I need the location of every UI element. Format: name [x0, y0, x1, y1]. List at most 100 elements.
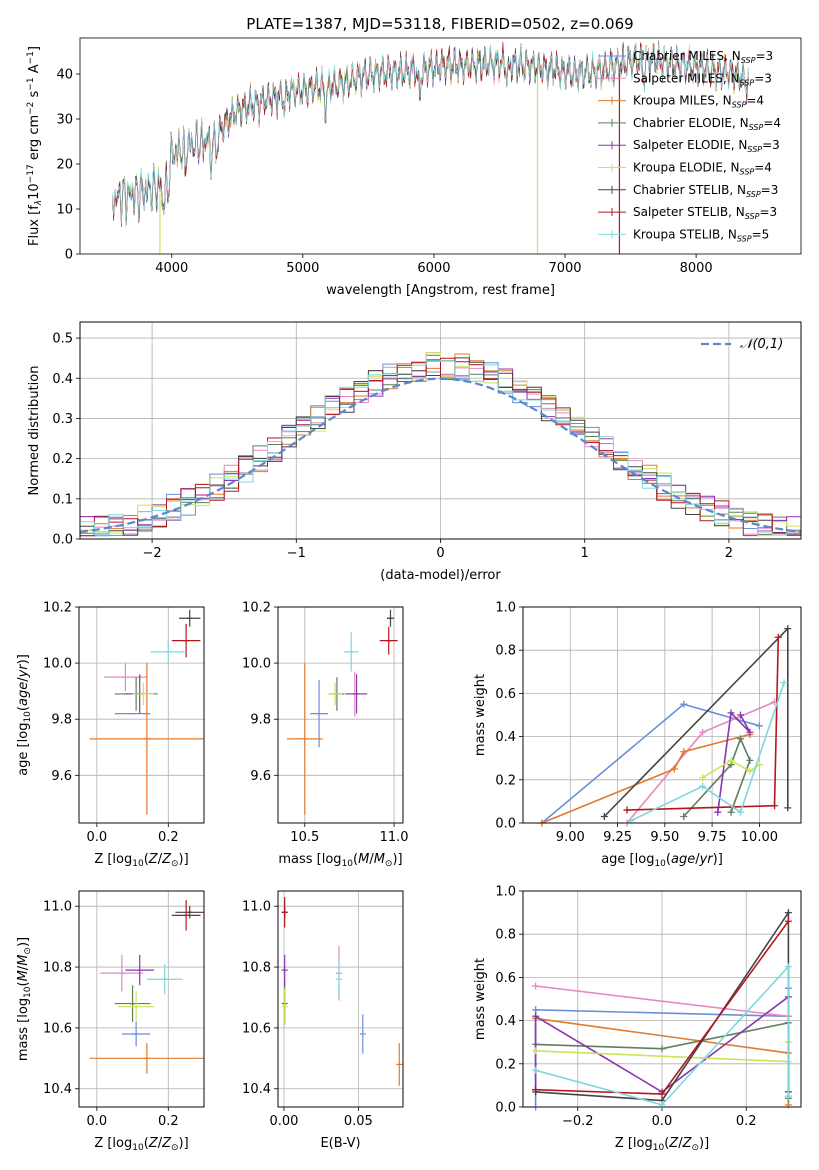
series-marker — [755, 722, 763, 730]
y-tick-label: 20 — [56, 158, 73, 173]
residuals-panel: −2 −1 0 1 2 0.0 0.1 0.2 0.3 0.4 0.5 𝒩(0,1) (data-mod… — [27, 321, 802, 583]
y-axis-label: mass [log10(M/M⊙)] — [16, 937, 33, 1061]
points-group — [286, 609, 398, 815]
y-tick-label: 0.1 — [52, 492, 73, 507]
y-tick-label: 9.8 — [250, 713, 271, 728]
axes-frame — [277, 606, 404, 824]
y-tick-label: 11.0 — [43, 900, 72, 915]
x-tick-label: 4000 — [155, 261, 188, 276]
normal-curve — [79, 377, 802, 534]
y-tick-label: 0.8 — [495, 644, 516, 659]
x-tick-label: 9.25 — [603, 830, 632, 845]
x-tick-label: −1 — [287, 546, 306, 561]
x-tick-label: 0.2 — [158, 830, 179, 845]
x-axis-label: age [log10(age/yr)] — [601, 852, 723, 869]
axes-frame — [277, 606, 404, 824]
x-axis-label: E(B-V) — [320, 1136, 360, 1151]
y-tick-label: 10.6 — [242, 1021, 271, 1036]
y-tick-label: 10.0 — [43, 657, 72, 672]
axes-frame — [78, 890, 205, 1108]
x-tick-label: −2 — [143, 546, 162, 561]
y-tick-label: 0.8 — [495, 928, 516, 943]
series-marker — [727, 756, 735, 764]
y-tick-label: 0.2 — [495, 1057, 516, 1072]
series-marker — [670, 765, 678, 773]
y-axis-label: mass weight — [473, 958, 488, 1040]
series-line — [683, 736, 751, 818]
y-tick-label: 10.2 — [242, 601, 271, 616]
massweight-vs-age-panel: 9.00 9.25 9.50 9.75 10.00 0.0 0.2 0.4 0.6 0.8 1.0 a… — [473, 601, 802, 869]
points-group — [281, 897, 403, 1086]
series-marker — [600, 813, 608, 821]
x-tick-label: 0.00 — [269, 1114, 298, 1129]
y-tick-label: 0.3 — [52, 412, 73, 427]
series-marker — [680, 700, 688, 708]
series-marker — [532, 1047, 540, 1055]
series-marker — [532, 1012, 540, 1020]
x-tick-label: 2 — [725, 546, 733, 561]
axes-frame — [79, 321, 802, 540]
y-axis-label: Normed distribution — [27, 366, 42, 496]
y-tick-label: 1.0 — [495, 601, 516, 616]
axes-frame — [277, 890, 404, 1108]
y-axis-label: mass weight — [473, 674, 488, 756]
series-marker — [784, 804, 792, 812]
x-axis-label: Z [log10(Z/Z⊙)] — [94, 852, 188, 869]
y-tick-label: 10.6 — [43, 1021, 72, 1036]
massweight-vs-metallicity-panel: −0.2 0.0 0.2 0.0 0.2 0.4 0.6 0.8 1.0 Z [log10(Z/Z… — [473, 885, 802, 1153]
x-tick-label: 7000 — [548, 261, 581, 276]
y-tick-label: 10.8 — [43, 961, 72, 976]
legend-entry: Salpeter ELODIE, NSSP=3 — [633, 138, 780, 154]
figure-title: PLATE=1387, MJD=53118, FIBERID=0502, z=0… — [246, 15, 633, 33]
series-marker — [727, 709, 735, 717]
series-marker — [780, 679, 788, 687]
points-group — [89, 609, 204, 815]
axes-frame — [277, 890, 404, 1108]
y-tick-label: 0.5 — [52, 332, 73, 347]
x-tick-label: 6000 — [417, 261, 450, 276]
y-tick-label: 10.4 — [242, 1082, 271, 1097]
axes-frame — [79, 37, 802, 255]
series-marker — [680, 813, 688, 821]
x-tick-label: −0.2 — [562, 1114, 594, 1129]
series-marker — [746, 767, 754, 775]
series-marker — [727, 808, 735, 816]
x-tick-label: 0.2 — [158, 1114, 179, 1129]
y-tick-label: 9.6 — [51, 769, 72, 784]
series-marker — [746, 728, 754, 736]
y-tick-label: 0.6 — [495, 971, 516, 986]
mass-vs-ebv-panel: 0.00 0.05 10.4 10.6 10.8 11.0 E(B-V) — [242, 890, 404, 1151]
x-tick-label: 9.50 — [650, 830, 679, 845]
series-marker — [746, 756, 754, 764]
legend-entry: Kroupa ELODIE, NSSP=4 — [633, 161, 772, 177]
x-tick-label: 0.0 — [87, 1114, 108, 1129]
series-line — [535, 964, 790, 1106]
series-marker — [736, 735, 744, 743]
series-marker — [532, 1086, 540, 1094]
series-line — [630, 682, 785, 822]
series-marker — [532, 982, 540, 990]
y-tick-label: 9.6 — [250, 769, 271, 784]
axes-frame — [78, 606, 205, 824]
y-axis-label: Flux [fλ10−17 erg cm−2 s−1 A−1] — [26, 46, 44, 246]
y-tick-label: 10.8 — [242, 961, 271, 976]
y-tick-label: 10.2 — [43, 601, 72, 616]
mass-vs-metallicity-panel: 0.0 0.2 10.4 10.6 10.8 11.0 Z [log10(Z/Z⊙)] mas… — [16, 890, 205, 1153]
y-tick-label: 0.2 — [52, 452, 73, 467]
y-tick-label: 0.4 — [495, 730, 516, 745]
y-tick-label: 10 — [56, 203, 73, 218]
legend-entry: Kroupa STELIB, NSSP=5 — [633, 227, 769, 243]
y-tick-label: 10.4 — [43, 1082, 72, 1097]
y-tick-label: 11.0 — [242, 900, 271, 915]
axes-frame — [522, 890, 802, 1108]
y-tick-label: 1.0 — [495, 885, 516, 900]
x-axis-label: wavelength [Angstrom, rest frame] — [326, 283, 555, 298]
histogram-step — [80, 357, 801, 537]
series-marker — [658, 1090, 666, 1098]
age-vs-mass-panel: 10.5 11.0 9.6 9.8 10.0 10.2 mass [log10(M/M⊙)] — [242, 601, 409, 870]
legend-entry: Chabrier MILES, NSSP=3 — [633, 49, 773, 65]
series-marker — [784, 625, 792, 633]
y-tick-label: 0.0 — [495, 817, 516, 832]
x-tick-label: 1 — [581, 546, 589, 561]
